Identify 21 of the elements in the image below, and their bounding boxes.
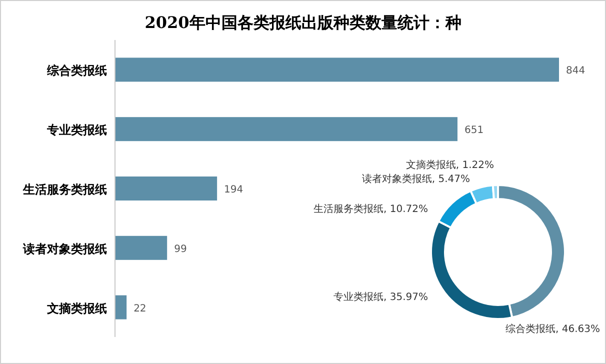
y-tick-label: 生活服务类报纸 — [22, 182, 107, 196]
data-label: 651 — [464, 125, 484, 136]
bar — [115, 117, 458, 142]
chart-title: 2020年中国各类报纸出版种类数量统计：种 — [144, 13, 462, 32]
slice-label: 生活服务类报纸, 10.72% — [314, 203, 428, 215]
slice-label: 读者对象类报纸, 5.47% — [362, 173, 470, 185]
y-tick-label: 综合类报纸 — [46, 64, 107, 78]
slice-label: 综合类报纸, 46.63% — [506, 323, 600, 335]
bar — [115, 295, 127, 320]
bar — [115, 58, 559, 82]
data-label: 844 — [566, 66, 586, 77]
slice-label: 专业类报纸, 35.97% — [334, 291, 428, 303]
data-label: 194 — [224, 184, 244, 196]
bar — [115, 236, 168, 260]
y-tick-label: 读者对象类报纸 — [22, 242, 107, 256]
y-tick-label: 文摘类报纸 — [46, 301, 107, 316]
y-tick-label: 专业类报纸 — [46, 123, 107, 138]
slice-label: 文摘类报纸, 1.22% — [406, 159, 494, 171]
data-label: 99 — [174, 244, 187, 255]
data-label: 22 — [134, 303, 146, 314]
bar — [115, 176, 218, 200]
